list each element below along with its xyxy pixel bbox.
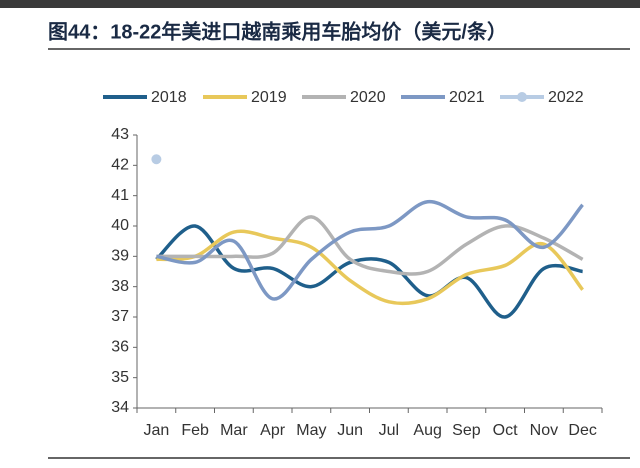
x-tick-label: May xyxy=(296,422,326,439)
x-tick-label: Sep xyxy=(452,422,481,439)
x-tick-label: Nov xyxy=(530,422,558,439)
legend-label: 2018 xyxy=(151,89,187,106)
legend-label: 2022 xyxy=(548,89,584,106)
point xyxy=(151,154,162,165)
y-tick-label: 43 xyxy=(111,126,129,143)
y-tick-label: 41 xyxy=(111,187,129,204)
x-tick-label: Mar xyxy=(220,422,248,439)
y-tick-label: 34 xyxy=(111,399,129,416)
x-tick-label: Jul xyxy=(379,422,399,439)
legend-marker xyxy=(517,92,527,102)
chart-title: 图44：18-22年美进口越南乘用车胎均价（美元/条） xyxy=(48,19,507,43)
y-tick-label: 38 xyxy=(111,278,129,295)
legend-label: 2019 xyxy=(251,89,287,106)
legend-label: 2021 xyxy=(449,89,485,106)
x-tick-label: Oct xyxy=(493,422,518,439)
series-line xyxy=(156,199,584,301)
legend-label: 2020 xyxy=(350,89,386,106)
y-tick-label: 36 xyxy=(111,339,129,356)
top-bar xyxy=(0,0,640,8)
x-tick-label: Jun xyxy=(337,422,363,439)
x-tick-label: Feb xyxy=(181,422,209,439)
series-line xyxy=(155,224,583,319)
x-tick-label: Aug xyxy=(413,422,441,439)
y-tick-label: 35 xyxy=(111,369,129,386)
y-tick-label: 42 xyxy=(111,157,129,174)
series-line xyxy=(156,215,584,276)
y-tick-label: 39 xyxy=(111,248,129,265)
x-tick-label: Jan xyxy=(143,422,169,439)
series-line xyxy=(156,229,585,306)
y-tick-label: 37 xyxy=(111,308,129,325)
x-tick-label: Apr xyxy=(260,422,286,439)
y-tick-label: 40 xyxy=(111,217,129,234)
x-tick-label: Dec xyxy=(568,422,596,439)
